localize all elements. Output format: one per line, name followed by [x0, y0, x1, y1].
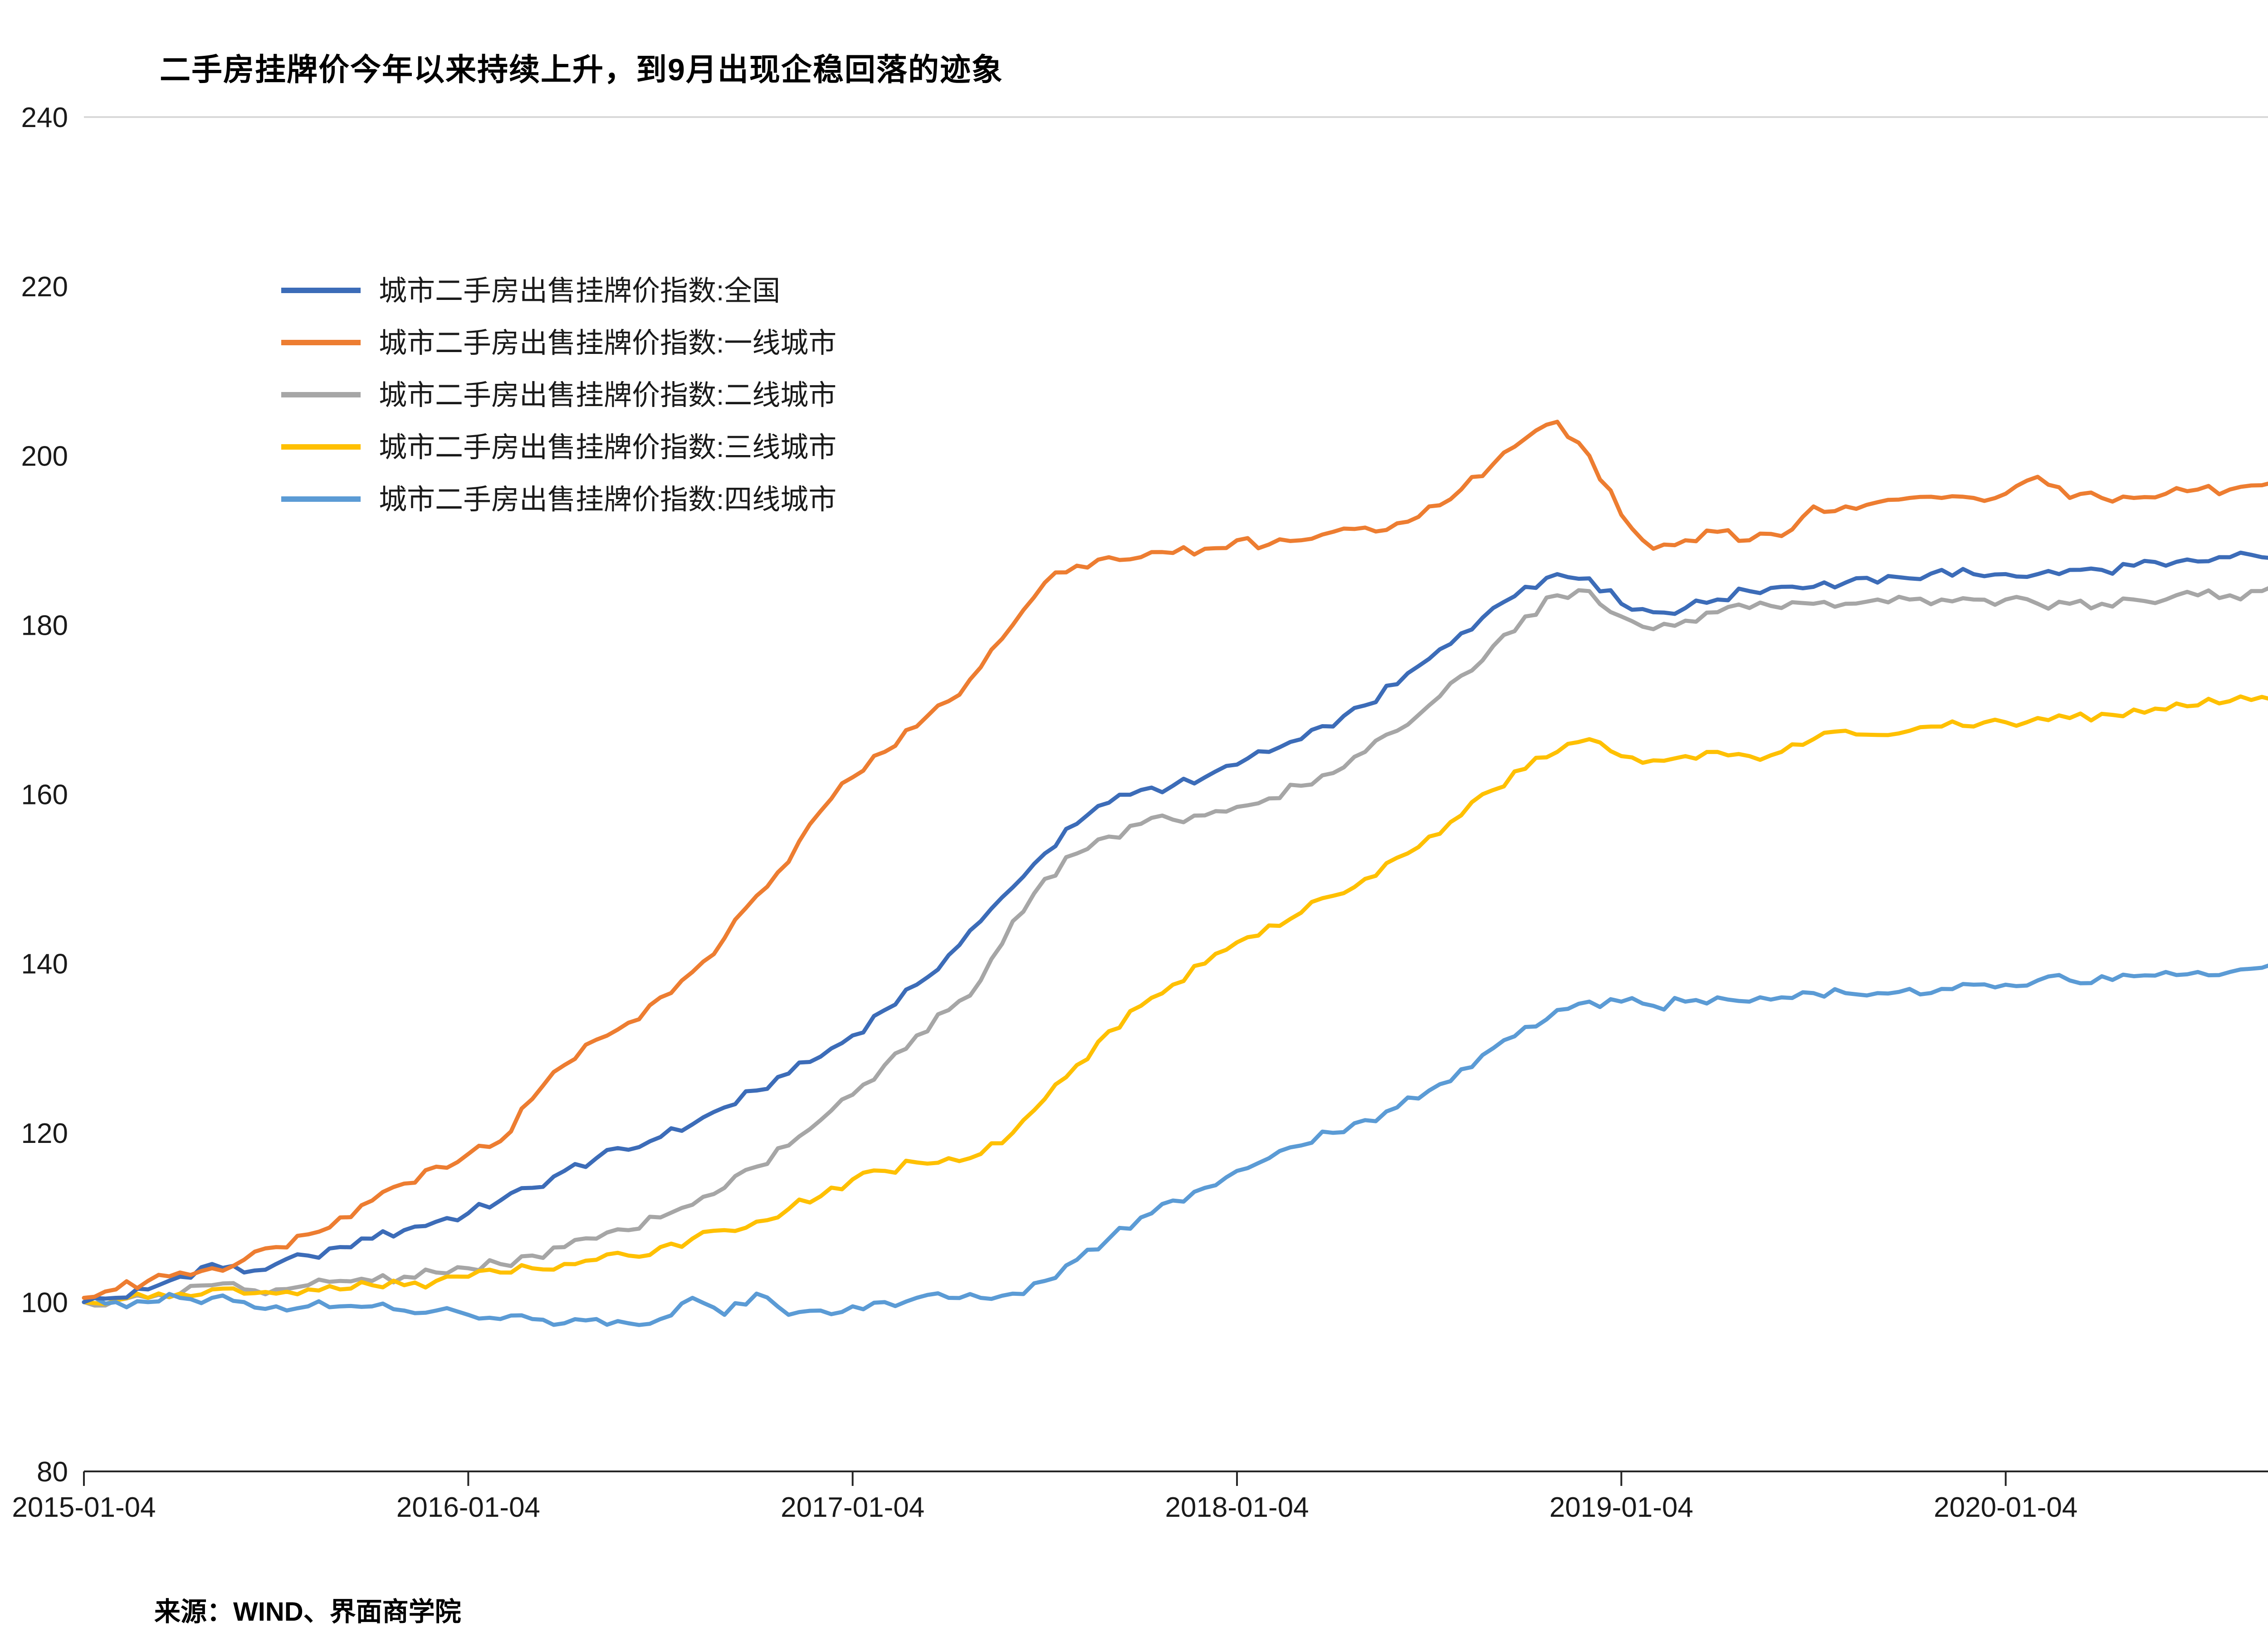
legend-label-1: 城市二手房出售挂牌价指数:全国: [379, 275, 780, 307]
series-line-5: [82, 963, 2268, 1327]
series-line-4: [82, 694, 2268, 1306]
x-axis-tick-label: 2018-01-04: [1165, 1492, 1309, 1523]
x-axis-tick-label: 2017-01-04: [781, 1492, 924, 1523]
y-axis-tick-label: 80: [37, 1456, 68, 1488]
x-axis-tick-label: 2016-01-04: [396, 1492, 540, 1523]
x-axis-tick-label: 2020-01-04: [1934, 1492, 2077, 1523]
y-axis-tick-label: 160: [21, 779, 68, 811]
y-axis-tick-label: 240: [21, 102, 68, 133]
series-line-3: [82, 586, 2268, 1308]
x-axis-tick-label: 2015-01-04: [12, 1492, 156, 1523]
chart-title: 二手房挂牌价今年以来持续上升，到9月出现企稳回落的迹象: [160, 53, 1003, 87]
legend-label-5: 城市二手房出售挂牌价指数:四线城市: [379, 484, 836, 515]
legend-label-4: 城市二手房出售挂牌价指数:三线城市: [379, 432, 836, 463]
series-line-2: [82, 420, 2268, 1300]
x-axis-tick-label: 2019-01-04: [1549, 1492, 1693, 1523]
legend-label-3: 城市二手房出售挂牌价指数:二线城市: [379, 380, 836, 411]
y-axis-tick-label: 200: [21, 441, 68, 472]
y-axis-tick-label: 120: [21, 1118, 68, 1149]
y-axis-tick-label: 180: [21, 610, 68, 641]
series-line-1: [82, 550, 2268, 1304]
source-note: 来源：WIND、界面商学院: [154, 1597, 461, 1627]
y-axis-tick-label: 220: [21, 271, 68, 303]
y-axis-tick-label: 140: [21, 949, 68, 980]
legend-label-2: 城市二手房出售挂牌价指数:一线城市: [379, 328, 836, 359]
y-axis-tick-label: 100: [21, 1287, 68, 1319]
